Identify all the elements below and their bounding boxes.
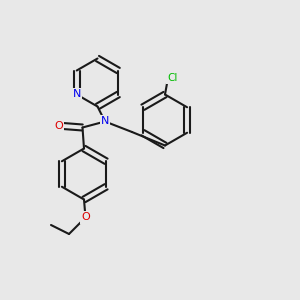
Text: N: N (101, 116, 109, 127)
Text: O: O (54, 121, 63, 131)
Text: N: N (73, 89, 81, 100)
Text: O: O (81, 212, 90, 223)
Text: Cl: Cl (167, 73, 178, 83)
